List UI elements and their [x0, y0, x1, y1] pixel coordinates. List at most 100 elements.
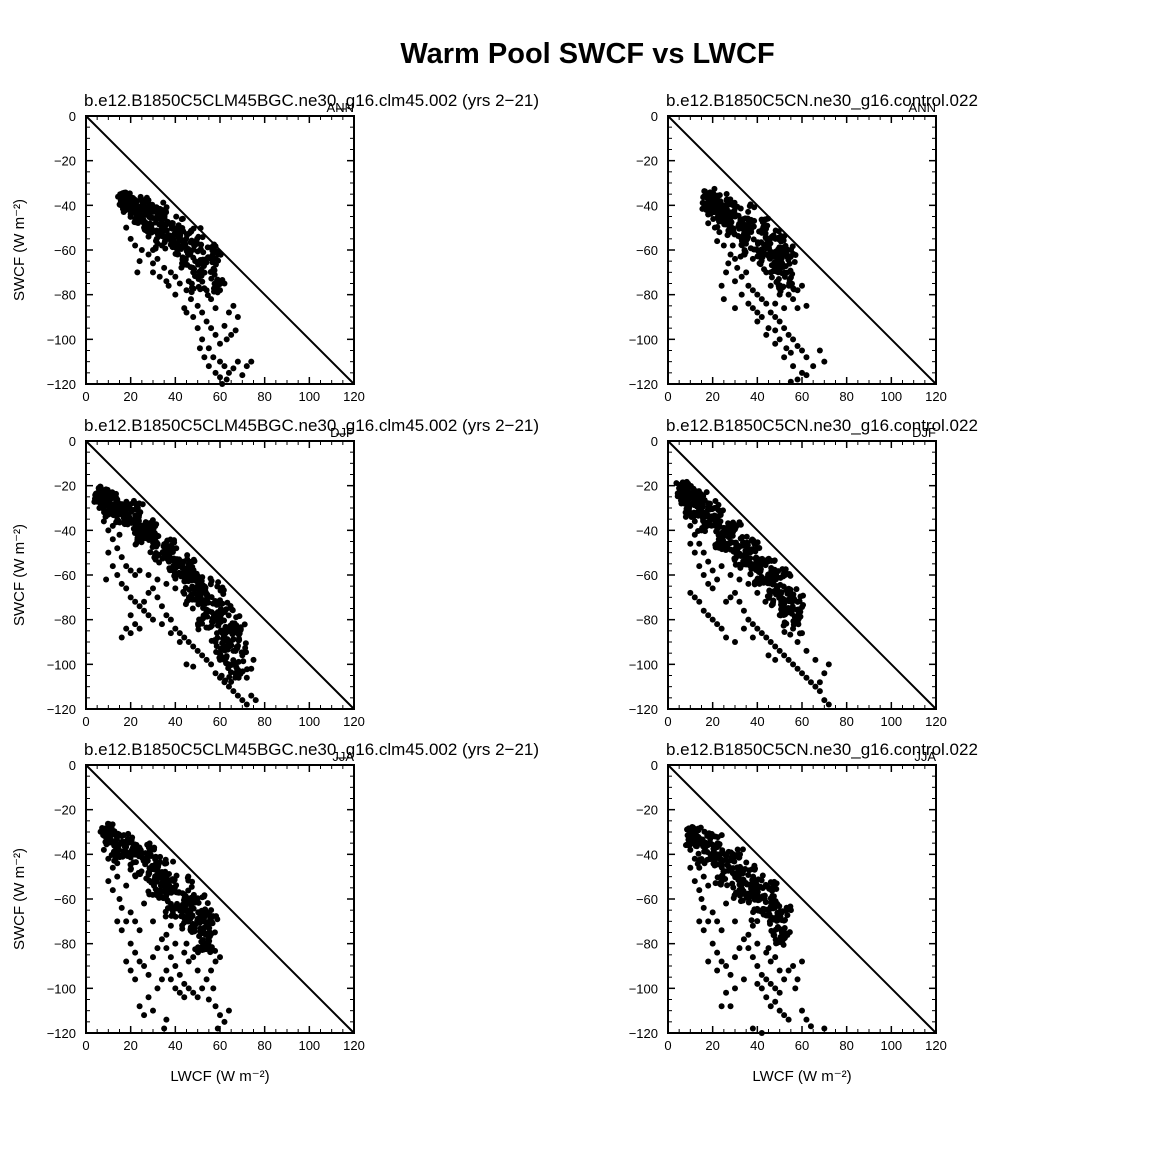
data-point — [163, 945, 170, 952]
data-point — [723, 269, 730, 276]
data-point — [691, 855, 698, 862]
data-point — [123, 918, 130, 925]
data-point — [159, 555, 166, 562]
data-point — [239, 697, 246, 704]
data-point — [204, 292, 211, 299]
data-point — [126, 190, 133, 197]
data-point — [727, 533, 734, 540]
data-point — [794, 287, 801, 294]
data-point — [185, 639, 192, 645]
data-point — [150, 247, 156, 253]
data-point — [787, 349, 794, 356]
data-point — [776, 989, 783, 996]
data-point — [793, 586, 800, 593]
data-point — [716, 218, 723, 225]
data-point — [720, 296, 727, 303]
y-tick-label: −80 — [636, 613, 658, 628]
data-point — [223, 606, 230, 613]
data-point — [687, 864, 694, 871]
data-point — [195, 275, 202, 282]
data-point — [794, 376, 801, 383]
data-point — [132, 242, 139, 249]
data-point — [810, 363, 817, 370]
data-point — [723, 900, 730, 907]
data-point — [223, 376, 230, 383]
data-point — [217, 674, 223, 681]
data-point — [236, 637, 243, 644]
data-point — [682, 842, 689, 849]
data-point — [158, 603, 165, 610]
data-point — [771, 884, 778, 891]
data-point — [767, 958, 774, 965]
data-point — [765, 945, 772, 952]
data-point — [700, 873, 707, 880]
data-point — [803, 372, 810, 379]
data-point — [97, 487, 104, 494]
data-point — [163, 1016, 170, 1023]
data-point — [215, 579, 222, 586]
x-tick-label: 0 — [82, 389, 89, 404]
data-point — [699, 205, 706, 212]
data-point — [194, 620, 201, 627]
data-point — [189, 878, 196, 885]
x-tick-label: 80 — [839, 389, 853, 404]
data-point — [703, 489, 710, 496]
data-point — [716, 210, 723, 217]
data-point — [150, 585, 156, 592]
data-point — [217, 287, 223, 294]
data-point — [157, 853, 164, 860]
data-point — [168, 542, 175, 549]
panel-ann-left: 0 20 40 60 80 100 120 0 −20 −40 −60 −80 −100 −120 b.e1… — [11, 91, 539, 404]
data-point — [776, 336, 783, 343]
y-axis-label: SWCF (W m⁻²) — [11, 848, 28, 950]
data-point — [821, 1025, 828, 1032]
x-tick-label: 40 — [168, 389, 182, 404]
data-point — [714, 540, 721, 547]
data-point — [762, 230, 769, 237]
data-point — [127, 612, 134, 619]
data-point — [731, 557, 738, 564]
data-point — [232, 327, 239, 334]
data-point — [760, 223, 767, 230]
data-point — [756, 260, 763, 267]
data-point — [220, 590, 227, 597]
data-point — [212, 248, 219, 255]
data-point — [781, 628, 788, 635]
data-point — [190, 314, 197, 320]
data-point — [114, 545, 121, 552]
data-point — [761, 896, 768, 903]
x-tick-label: 40 — [168, 714, 182, 729]
data-point — [116, 531, 123, 538]
data-point — [785, 331, 792, 338]
data-point — [767, 920, 774, 927]
data-point — [210, 354, 217, 361]
data-point — [193, 570, 200, 577]
data-point — [171, 572, 178, 579]
x-tick-label: 20 — [705, 714, 719, 729]
data-point — [105, 878, 112, 885]
data-point — [695, 850, 702, 857]
data-point — [725, 227, 732, 234]
panel-ann-right: 0 20 40 60 80 100 120 0 −20 −40 −60 −80 −100 −120 b.e1… — [629, 91, 978, 404]
data-point — [716, 880, 723, 887]
y-tick-label: −100 — [47, 332, 76, 347]
data-point — [154, 255, 161, 262]
data-point — [687, 522, 694, 529]
data-point — [208, 907, 215, 914]
x-tick-label: 0 — [82, 1038, 89, 1053]
data-point — [188, 228, 195, 235]
data-point — [207, 912, 214, 919]
data-point — [762, 557, 769, 564]
data-point — [96, 505, 103, 511]
y-tick-label: −20 — [54, 803, 76, 818]
data-point — [765, 652, 772, 659]
season-label: ANN — [909, 100, 936, 115]
data-point — [727, 572, 734, 578]
data-point — [200, 612, 207, 619]
x-tick-label: 80 — [257, 1038, 271, 1053]
data-point — [136, 603, 143, 610]
data-point — [128, 508, 135, 515]
data-point — [181, 919, 188, 926]
data-point — [758, 296, 765, 303]
